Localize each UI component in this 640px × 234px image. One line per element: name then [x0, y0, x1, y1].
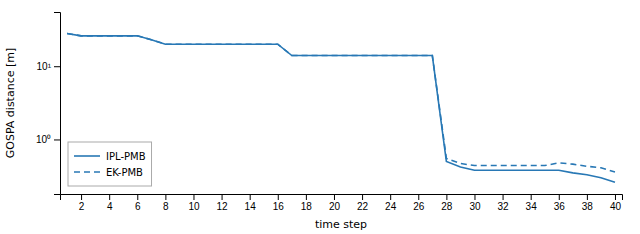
tick-mark	[559, 194, 560, 200]
tick-label: 12	[217, 201, 229, 212]
y-axis-title: GOSPA distance [m]	[4, 48, 17, 159]
tick-mark	[54, 139, 60, 140]
legend-swatch	[74, 171, 100, 173]
tick-mark	[446, 194, 447, 200]
axis-line	[54, 13, 61, 195]
tick-label: 14	[245, 201, 257, 212]
tick: 28	[441, 194, 453, 212]
tick-mark	[193, 194, 194, 200]
tick: 18	[301, 194, 313, 212]
tick: 24	[385, 194, 397, 212]
axis-line	[61, 195, 623, 201]
tick-mark	[81, 194, 82, 200]
legend-label: EK-PMB	[106, 167, 143, 178]
tick-mark	[503, 194, 504, 200]
tick: 10	[188, 194, 200, 212]
tick-mark	[474, 194, 475, 200]
tick: 40	[610, 194, 622, 212]
legend: IPL-PMB EK-PMB	[68, 142, 152, 186]
legend-swatch	[74, 155, 100, 157]
tick-label: 10¹	[37, 61, 52, 72]
tick: 6	[135, 194, 141, 212]
tick: 14	[245, 194, 257, 212]
tick-label: 6	[135, 201, 141, 212]
tick: 4	[107, 194, 113, 212]
tick-label: 10	[188, 201, 200, 212]
y-axis: 10⁰ 10¹	[36, 13, 61, 195]
tick-label: 4	[107, 201, 113, 212]
legend-frame	[68, 142, 152, 186]
chart: 24681012141618202224262830323436384010⁰1…	[0, 0, 640, 234]
tick: 8	[163, 194, 169, 212]
tick-mark	[362, 194, 363, 200]
tick: 16	[273, 194, 285, 212]
tick: 36	[554, 194, 566, 212]
tick-mark	[165, 194, 166, 200]
tick: 34	[526, 194, 538, 212]
tick: 22	[357, 194, 369, 212]
x-axis-title: time step	[315, 218, 367, 231]
tick: 2	[79, 194, 85, 212]
tick-label: 32	[498, 201, 510, 212]
tick-mark	[334, 194, 335, 200]
tick-label: 24	[385, 201, 397, 212]
tick-label: 2	[79, 201, 85, 212]
tick-mark	[615, 194, 616, 200]
tick-label: 26	[413, 201, 425, 212]
tick-label: 36	[554, 201, 566, 212]
tick-mark	[418, 194, 419, 200]
tick: 30	[469, 194, 481, 212]
tick-label: 22	[357, 201, 369, 212]
tick-mark	[250, 194, 251, 200]
legend-label: IPL-PMB	[106, 151, 146, 162]
tick-label: 28	[441, 201, 453, 212]
tick: 26	[413, 194, 425, 212]
tick: 12	[217, 194, 229, 212]
tick-mark	[137, 194, 138, 200]
tick-mark	[390, 194, 391, 200]
tick-mark	[306, 194, 307, 200]
tick-label: 18	[301, 201, 313, 212]
tick: 20	[329, 194, 341, 212]
tick-label: 20	[329, 201, 341, 212]
tick: 38	[582, 194, 594, 212]
tick-mark	[278, 194, 279, 200]
tick-label: 30	[469, 201, 481, 212]
tick-label: 16	[273, 201, 285, 212]
x-axis: 246810121416182022242628303234363840	[61, 194, 623, 212]
plot: 24681012141618202224262830323436384010⁰1…	[36, 13, 623, 213]
tick-mark	[531, 194, 532, 200]
tick: 32	[498, 194, 510, 212]
tick-label: 8	[163, 201, 169, 212]
tick-label: 38	[582, 201, 594, 212]
tick-mark	[54, 66, 60, 67]
tick-label: 34	[526, 201, 538, 212]
tick-label: 40	[610, 201, 622, 212]
tick: 10⁰	[36, 134, 60, 145]
tick-mark	[587, 194, 588, 200]
tick-mark	[222, 194, 223, 200]
tick: 10¹	[37, 61, 60, 72]
tick-label: 10⁰	[36, 134, 51, 145]
tick-mark	[109, 194, 110, 200]
